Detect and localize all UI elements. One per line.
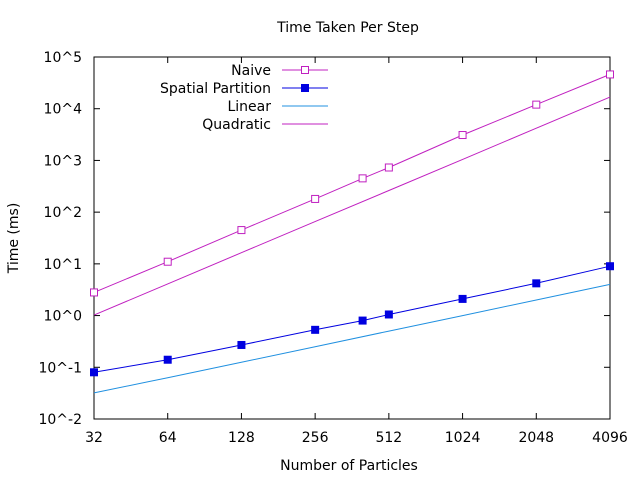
data-point xyxy=(163,355,172,364)
data-point xyxy=(90,288,98,297)
x-tick-label: 32 xyxy=(85,430,103,446)
y-tick-label: 10^2 xyxy=(44,205,82,221)
y-tick-label: 10^3 xyxy=(44,153,82,169)
data-point xyxy=(384,163,393,172)
chart-title: Time Taken Per Step xyxy=(276,20,419,36)
x-axis-label: Number of Particles xyxy=(280,458,418,474)
y-tick-label: 10^1 xyxy=(44,257,82,273)
data-point xyxy=(532,100,541,109)
legend-label: Linear xyxy=(227,99,271,115)
y-tick-label: 10^-2 xyxy=(38,412,82,428)
legend-marker xyxy=(301,66,309,74)
y-axis: 10^-2 10^-1 10^0 10^1 10^2 10^3 10^4 10^5 xyxy=(38,50,610,428)
data-point xyxy=(311,325,320,334)
data-point xyxy=(606,262,614,271)
data-point xyxy=(458,131,467,140)
plot-frame xyxy=(93,56,611,420)
data-point xyxy=(358,174,367,183)
data-point xyxy=(358,316,367,325)
data-point xyxy=(163,257,172,266)
x-tick-label: 64 xyxy=(159,430,177,446)
y-tick-label: 10^5 xyxy=(44,50,82,66)
legend-label: Naive xyxy=(231,63,271,79)
legend-label: Quadratic xyxy=(202,117,271,133)
data-point xyxy=(606,70,614,79)
x-axis: 32 64 128 256 512 1024 2048 4096 xyxy=(85,57,628,446)
y-tick-label: 10^-1 xyxy=(38,360,82,376)
x-tick-label: 2048 xyxy=(518,430,554,446)
data-point xyxy=(237,226,246,235)
legend-marker xyxy=(301,84,309,92)
x-tick-label: 512 xyxy=(375,430,402,446)
data-point xyxy=(384,310,393,319)
series-line-linear xyxy=(93,283,611,394)
y-tick-label: 10^4 xyxy=(44,102,83,118)
data-point xyxy=(237,340,246,349)
x-tick-label: 256 xyxy=(302,430,329,446)
legend-label: Spatial Partition xyxy=(160,81,271,97)
y-tick-label: 10^0 xyxy=(44,309,82,325)
series-line-quadratic xyxy=(93,96,611,316)
x-tick-label: 4096 xyxy=(592,430,628,446)
series-layer xyxy=(90,70,614,394)
data-point xyxy=(90,368,98,377)
x-tick-label: 1024 xyxy=(445,430,481,446)
data-point xyxy=(311,194,320,203)
y-axis-label: Time (ms) xyxy=(6,203,22,275)
x-tick-label: 128 xyxy=(228,430,255,446)
data-point xyxy=(458,294,467,303)
legend: Naive Spatial Partition Linear Quadratic xyxy=(160,63,328,133)
data-point xyxy=(532,279,541,288)
